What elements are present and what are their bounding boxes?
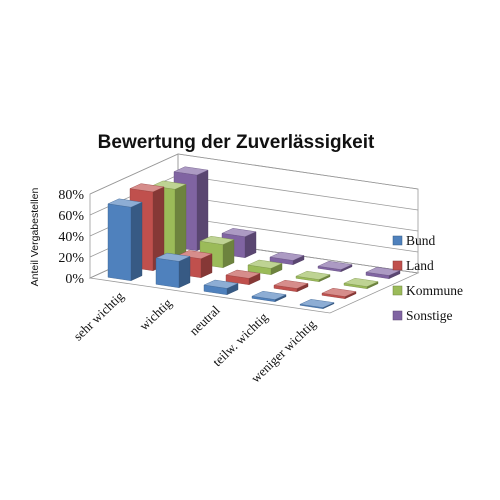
bar bbox=[295, 270, 331, 283]
legend-label: Sonstige bbox=[406, 308, 453, 323]
bar bbox=[317, 260, 353, 273]
bar bbox=[199, 235, 235, 269]
x-tick-label: neutral bbox=[186, 302, 223, 338]
legend-item: Sonstige bbox=[392, 308, 453, 323]
y-tick-label: 0% bbox=[65, 272, 84, 287]
y-tick-label: 60% bbox=[58, 209, 84, 224]
legend-label: Land bbox=[406, 258, 434, 273]
legend-swatch bbox=[392, 310, 403, 321]
legend-item: Kommune bbox=[392, 283, 463, 298]
bar bbox=[365, 266, 401, 280]
x-tick-label: sehr wichtig bbox=[70, 288, 127, 344]
y-tick-label: 20% bbox=[58, 251, 84, 266]
legend-label: Bund bbox=[406, 233, 436, 248]
bars bbox=[107, 166, 401, 310]
legend-swatch bbox=[392, 235, 403, 246]
y-tick-label: 40% bbox=[58, 230, 84, 245]
gridline bbox=[89, 153, 419, 195]
x-tick-label: wichtig bbox=[136, 295, 175, 333]
bar bbox=[251, 290, 287, 303]
bar bbox=[273, 279, 309, 293]
y-tick-label: 80% bbox=[58, 188, 84, 203]
bar bbox=[155, 252, 191, 289]
bar bbox=[299, 299, 335, 310]
bar bbox=[321, 287, 357, 300]
chart-title: Bewertung der Zuverlässigkeit bbox=[98, 132, 375, 153]
bar bbox=[107, 198, 143, 282]
bar bbox=[269, 251, 305, 266]
bar bbox=[225, 269, 261, 286]
legend-item: Bund bbox=[392, 233, 436, 248]
bar bbox=[343, 277, 379, 290]
legend-label: Kommune bbox=[406, 283, 463, 298]
legend-swatch bbox=[392, 285, 403, 296]
legend-swatch bbox=[392, 260, 403, 271]
legend: Bund Land Kommune Sonstige bbox=[392, 233, 463, 323]
legend-item: Land bbox=[392, 258, 434, 273]
y-axis-label: Anteil Vergabestellen bbox=[29, 188, 41, 287]
bar bbox=[203, 279, 239, 296]
y-axis-ticks: 0% 20% 40% 60% 80% bbox=[58, 188, 84, 287]
bar bbox=[247, 259, 283, 276]
